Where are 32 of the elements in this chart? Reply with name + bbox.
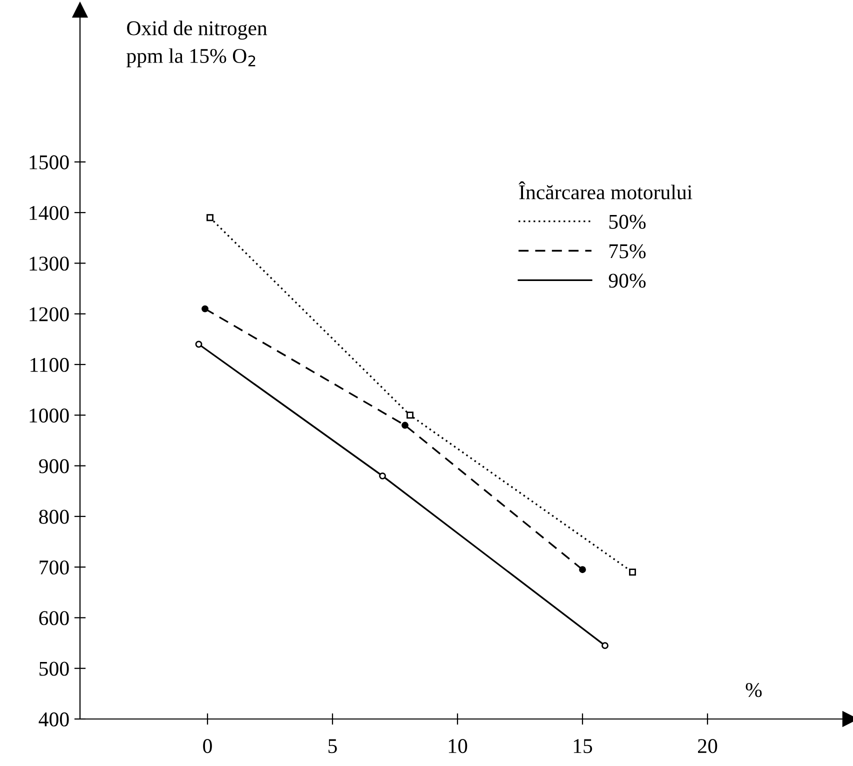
y-tick-label: 1500 xyxy=(30,155,69,170)
point xyxy=(629,568,636,576)
y-tick-label: 700 xyxy=(40,560,69,575)
point xyxy=(379,472,386,480)
legend-label: 50% xyxy=(609,214,646,229)
y-tick-label: 1000 xyxy=(30,408,69,423)
legend-title: Încărcarea motorului xyxy=(518,181,692,200)
point xyxy=(406,412,414,419)
y-tick-label: 400 xyxy=(38,712,69,726)
legend-label: 75% xyxy=(610,244,646,258)
point xyxy=(202,305,208,312)
point xyxy=(602,642,608,650)
y-tick-label: 900 xyxy=(39,459,69,474)
legend-label: 90% xyxy=(608,274,646,288)
point xyxy=(206,214,214,222)
x-tick-label: 15 xyxy=(574,739,592,754)
x-tick-label: 0 xyxy=(203,739,212,754)
x-tick-label: 10 xyxy=(448,739,468,754)
point xyxy=(402,422,408,429)
y-tick-label: 800 xyxy=(39,510,69,524)
y-tick-label: 1300 xyxy=(30,256,69,271)
y-tick-label: 500 xyxy=(40,662,69,676)
y-tick-label: 600 xyxy=(39,611,69,626)
point xyxy=(195,340,202,348)
y-axis-title: Oxid de nitrogen ppm la 15% O$_{2}$ xyxy=(126,20,268,68)
y-tick-label: 1400 xyxy=(30,206,69,220)
x-axis-title: % xyxy=(746,682,762,698)
y-tick-label: 1200 xyxy=(30,307,69,322)
x-tick-label: 20 xyxy=(698,739,718,754)
y-tick-label: 1100 xyxy=(30,358,69,372)
x-tick-label: 5 xyxy=(328,739,337,754)
point xyxy=(579,566,586,574)
